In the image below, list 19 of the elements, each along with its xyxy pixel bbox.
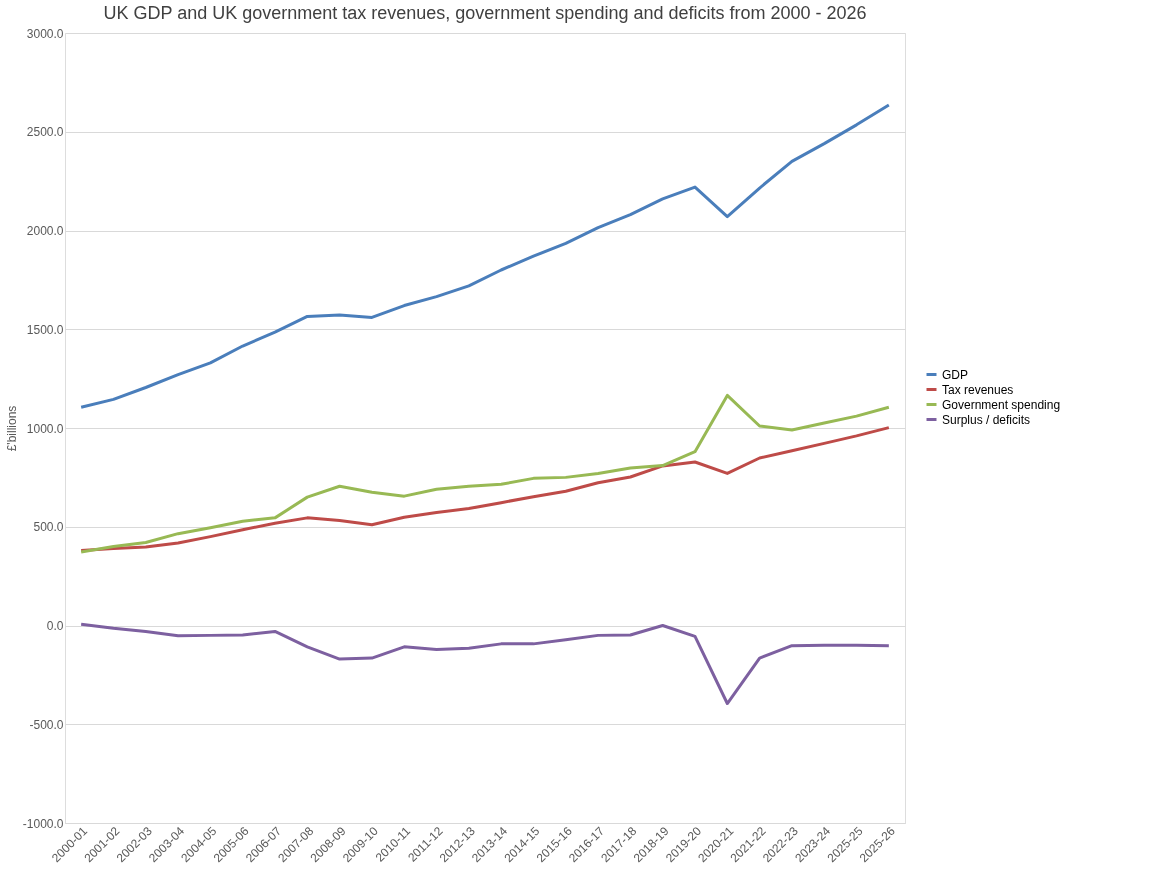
chart-title: UK GDP and UK government tax revenues, government spending and deficits from 2000 - 2026 (103, 3, 867, 23)
y-tick-label: 0.0 (46, 619, 64, 633)
y-tick-label: -500.0 (29, 717, 64, 732)
y-tick-label: 3000.0 (26, 26, 64, 41)
y-tick-label: 2500.0 (26, 125, 64, 140)
legend-label: Government spending (942, 397, 1061, 412)
line-series (79, 393, 891, 554)
legend-label: Surplus / deficits (942, 412, 1031, 427)
line-series (79, 426, 891, 552)
y-tick-label: 500.0 (33, 520, 64, 535)
y-tick-label: 2000.0 (26, 224, 64, 238)
line-series (79, 103, 891, 409)
line-series (79, 622, 891, 706)
y-tick-label: -1000.0 (22, 816, 64, 831)
y-tick-label: 1500.0 (26, 322, 64, 337)
y-tick-label: 1000.0 (26, 421, 64, 436)
legend-label: GDP (942, 367, 969, 382)
legend-label: Tax revenues (942, 382, 1014, 397)
y-axis-title: £'billions (4, 405, 19, 452)
